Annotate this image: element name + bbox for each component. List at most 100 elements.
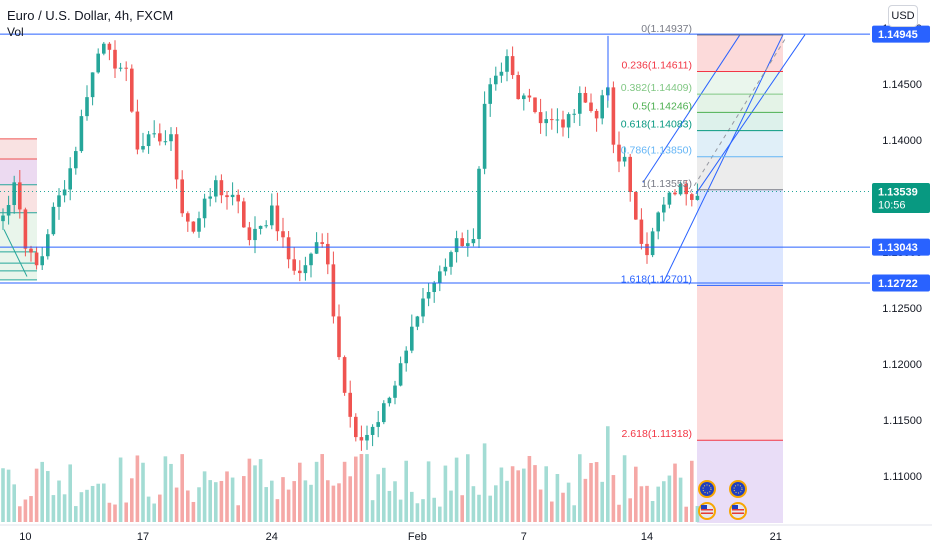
- channel-midline: [689, 38, 786, 193]
- candle-body: [79, 116, 84, 152]
- candle-body: [18, 182, 22, 210]
- volume-bar: [370, 500, 375, 522]
- fib-level-label: 0(1.14937): [641, 23, 692, 35]
- level-price-label-bg: [872, 25, 930, 43]
- volume-bar: [466, 454, 470, 522]
- candle-body: [107, 43, 112, 50]
- volume-bar: [550, 501, 554, 522]
- price-tick-label: 1.12500: [882, 303, 922, 315]
- candle-body: [186, 213, 190, 222]
- volume-bar: [146, 496, 151, 522]
- volume-bar: [141, 462, 145, 522]
- candle-body: [544, 119, 548, 124]
- candle-body: [460, 238, 464, 247]
- volume-bar: [393, 481, 397, 522]
- fib-zone: [697, 35, 783, 72]
- volume-bar: [46, 471, 50, 522]
- time-tick-label: 17: [137, 531, 149, 543]
- candle-body: [466, 243, 470, 247]
- candle-body: [320, 242, 324, 244]
- candle-body: [90, 72, 95, 98]
- chart-title: Euro / U.S. Dollar, 4h, FXCM: [7, 8, 174, 23]
- candle-body: [522, 95, 526, 100]
- flag-stripe: [732, 512, 744, 514]
- volume-bar: [23, 499, 28, 522]
- volume-bar: [174, 487, 179, 522]
- volume-bar: [281, 477, 285, 522]
- candle-body: [141, 146, 145, 150]
- candle-body: [684, 183, 688, 195]
- candle-body: [163, 141, 168, 143]
- volume-bar: [482, 443, 487, 522]
- volume-bar: [303, 480, 308, 522]
- volume-bar: [202, 471, 207, 522]
- volume-bar: [533, 465, 537, 522]
- candle-body: [303, 265, 308, 274]
- volume-bar: [611, 475, 616, 522]
- volume-bar: [230, 477, 235, 522]
- time-axis[interactable]: 10 17 24 Feb 7 14 21: [0, 524, 932, 543]
- candle-body: [342, 357, 347, 393]
- candle-body: [264, 225, 268, 227]
- volume-indicator-label[interactable]: Vol: [7, 25, 24, 39]
- candles-layer: [1, 40, 700, 451]
- current-price-label: 1.13539: [878, 187, 918, 199]
- candle-body: [656, 212, 660, 232]
- flag-stripe: [732, 509, 744, 511]
- time-tick-label: 14: [641, 531, 653, 543]
- currency-button[interactable]: USD: [888, 5, 918, 27]
- volume-bar: [292, 481, 296, 522]
- volume-bar: [247, 458, 252, 522]
- flag-canton: [732, 505, 738, 509]
- volume-bar: [656, 486, 660, 522]
- candle-body: [242, 201, 246, 228]
- candle-body: [477, 168, 481, 240]
- candle-body: [454, 238, 459, 253]
- channel-line[interactable]: [662, 34, 784, 284]
- volume-bar: [208, 480, 212, 522]
- candle-body: [650, 231, 655, 256]
- flag-stars: [733, 484, 743, 494]
- volume-bar: [225, 471, 229, 522]
- volume-bar: [180, 454, 184, 522]
- volume-bar: [286, 489, 291, 522]
- volume-bar: [348, 476, 352, 522]
- volume-bar: [102, 483, 106, 522]
- arrow-line: [3, 229, 28, 277]
- volume-bar: [499, 467, 504, 522]
- volume-bar: [600, 481, 604, 522]
- volume-bar: [29, 496, 33, 522]
- volume-bar: [628, 498, 632, 522]
- price-tick-label: 1.11500: [883, 415, 922, 427]
- price-axis[interactable]: 1.110001.115001.120001.125001.130001.135…: [872, 23, 930, 483]
- candle-body: [208, 196, 212, 199]
- volume-bar: [471, 486, 476, 522]
- volume-bar: [298, 462, 302, 522]
- price-tick-label: 1.14000: [882, 135, 922, 147]
- candle-body: [96, 53, 100, 73]
- candle-body: [578, 92, 582, 114]
- volume-bar: [477, 494, 481, 522]
- volume-bar: [253, 465, 257, 522]
- volume-bar: [113, 504, 117, 522]
- volume-bar: [186, 490, 190, 522]
- event-badges[interactable]: [698, 480, 747, 520]
- volume-bar: [387, 490, 392, 522]
- channel-line[interactable]: [695, 34, 806, 194]
- volume-bar: [639, 486, 644, 522]
- candle-body: [393, 385, 397, 398]
- candle-body: [85, 97, 89, 117]
- countdown-label: 10:56: [878, 200, 906, 212]
- candle-body: [113, 49, 117, 69]
- volume-bar: [516, 470, 520, 522]
- eu-flag-icon: [731, 482, 745, 496]
- volume-bar: [309, 484, 313, 522]
- candle-body: [410, 326, 414, 351]
- volume-bar: [510, 466, 515, 522]
- candle-body: [62, 189, 67, 196]
- volume-bar: [90, 485, 95, 522]
- volume-bar: [320, 454, 324, 522]
- channel-line[interactable]: [642, 34, 741, 183]
- volume-bar: [331, 485, 336, 522]
